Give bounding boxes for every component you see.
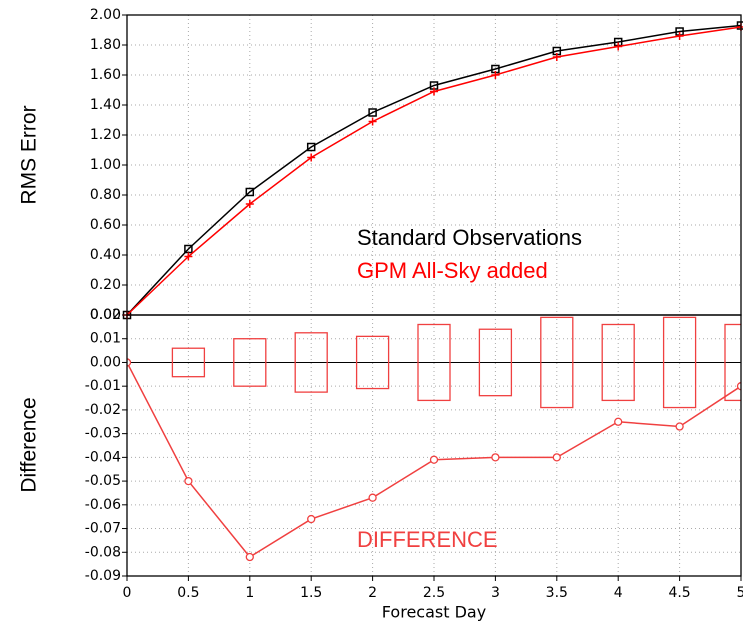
y-tick-label: 1.20 xyxy=(90,127,121,143)
panel xyxy=(127,315,741,576)
marker xyxy=(429,455,439,464)
interval-box xyxy=(233,338,267,387)
y-tick-label: -0.01 xyxy=(85,378,121,394)
x-tick-label: 3.5 xyxy=(546,585,568,601)
interval-box xyxy=(601,323,635,402)
marker xyxy=(614,42,623,51)
marker xyxy=(552,53,561,61)
x-tick-label: 2 xyxy=(368,585,377,601)
legend-label: GPM All-Sky added xyxy=(357,258,548,283)
y-tick-label: 1.40 xyxy=(90,97,121,113)
y-tick-label: 1.00 xyxy=(90,157,121,173)
marker xyxy=(491,453,500,462)
x-tick-label: 2.5 xyxy=(423,585,445,601)
y-tick-label: 0.00 xyxy=(90,307,121,323)
y-tick-label: 0.80 xyxy=(90,187,121,203)
y-tick-label: -0.02 xyxy=(85,402,121,418)
x-tick-label: 0.5 xyxy=(177,585,199,601)
x-tick-label: 5 xyxy=(737,585,743,601)
panel xyxy=(122,14,743,320)
interval-box xyxy=(540,316,574,409)
marker xyxy=(245,187,255,197)
marker xyxy=(307,514,316,524)
interval-box xyxy=(355,335,390,390)
marker xyxy=(675,422,684,431)
marker xyxy=(184,252,193,261)
marker xyxy=(368,493,377,502)
x-axis-label: Forecast Day xyxy=(382,603,486,622)
y-tick-label: 0.20 xyxy=(90,277,121,293)
y-axis-label: RMS Error xyxy=(18,105,41,204)
marker xyxy=(184,476,193,486)
x-tick-label: 0 xyxy=(123,585,132,601)
y-tick-label: -0.05 xyxy=(85,473,121,489)
plot-frame xyxy=(126,314,742,577)
marker xyxy=(552,453,561,462)
interval-box xyxy=(724,323,741,402)
y-tick-label: 0.02 xyxy=(90,307,121,323)
interval-box xyxy=(171,347,206,378)
y-tick-label: 0.60 xyxy=(90,217,121,233)
marker xyxy=(368,108,377,117)
interval-box xyxy=(662,316,697,409)
marker xyxy=(306,142,316,152)
marker xyxy=(614,417,623,426)
y-tick-label: 0.01 xyxy=(90,331,121,347)
x-tick-label: 4.5 xyxy=(668,585,690,601)
legend-label: Standard Observations xyxy=(357,225,582,250)
marker xyxy=(675,32,684,40)
marker xyxy=(127,358,132,367)
interval-box xyxy=(478,328,513,397)
x-tick-label: 1.5 xyxy=(300,585,322,601)
y-tick-label: -0.03 xyxy=(85,426,121,442)
y-tick-label: -0.07 xyxy=(85,521,121,537)
y-tick-label: 1.80 xyxy=(90,37,121,53)
y-tick-label: 0.00 xyxy=(90,354,121,370)
y-tick-label: 0.40 xyxy=(90,247,121,263)
y-tick-label: -0.08 xyxy=(85,544,121,560)
y-tick-label: -0.06 xyxy=(85,497,121,513)
marker xyxy=(368,117,377,126)
y-tick-label: -0.04 xyxy=(85,449,121,465)
marker xyxy=(245,200,254,208)
marker xyxy=(245,552,254,562)
marker xyxy=(491,71,500,79)
y-tick-label: 2.00 xyxy=(90,7,121,23)
marker xyxy=(736,382,741,391)
x-tick-label: 1 xyxy=(245,585,254,601)
y-axis-label: Difference xyxy=(18,397,41,492)
x-tick-label: 4 xyxy=(614,585,623,601)
x-tick-label: 3 xyxy=(491,585,500,601)
marker xyxy=(430,87,438,96)
interval-box xyxy=(417,323,451,402)
series-line xyxy=(126,24,742,316)
y-tick-label: -0.09 xyxy=(85,568,121,584)
y-tick-label: 1.60 xyxy=(90,67,121,83)
interval-box xyxy=(294,332,328,393)
legend-label: DIFFERENCE xyxy=(357,527,498,552)
marker xyxy=(307,153,316,162)
